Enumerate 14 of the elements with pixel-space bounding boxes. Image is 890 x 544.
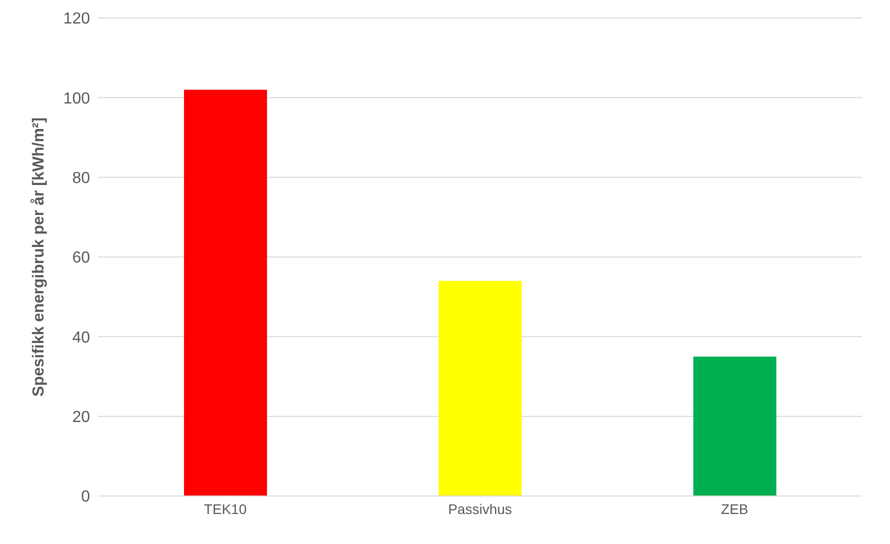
y-tick-label: 0 [81,488,90,506]
y-tick-label: 60 [72,250,90,267]
y-tick-label: 20 [72,409,90,426]
y-axis-title: Spesifikk energibruk per år [kWh/m²] [30,117,48,397]
y-tick-label: 40 [72,329,90,346]
y-tick-label: 120 [63,10,90,28]
x-tick-label: ZEB [721,500,748,517]
bar [693,356,776,496]
bar [184,90,267,496]
x-tick-label: Passivhus [448,500,512,517]
bar [438,280,522,496]
y-tick-label: 100 [63,90,90,108]
y-tick-label: 80 [72,170,90,188]
x-tick-label: TEK10 [204,500,247,517]
